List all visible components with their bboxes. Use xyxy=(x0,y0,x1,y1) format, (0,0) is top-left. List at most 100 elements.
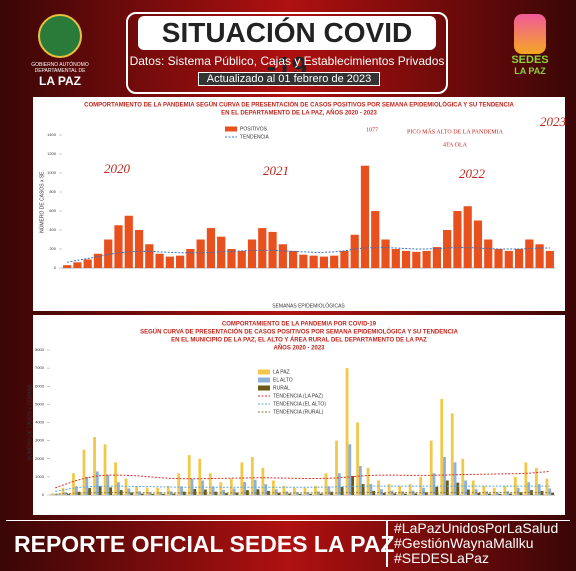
bar xyxy=(288,250,298,268)
bar xyxy=(356,422,359,495)
bar xyxy=(516,487,520,495)
bar xyxy=(53,494,57,495)
bar xyxy=(114,225,123,268)
divider xyxy=(386,521,388,567)
bar xyxy=(277,492,281,495)
bar xyxy=(551,492,554,495)
bar xyxy=(264,484,268,495)
bar xyxy=(145,487,149,495)
bar xyxy=(295,492,299,495)
bar xyxy=(187,455,191,495)
bar xyxy=(237,250,246,268)
bar xyxy=(327,486,331,495)
legend-swatch xyxy=(225,126,237,132)
bar xyxy=(235,492,239,495)
bar xyxy=(351,475,355,495)
bar xyxy=(330,491,334,495)
bar xyxy=(412,251,421,268)
bar xyxy=(180,486,183,495)
annotation: 2022 xyxy=(459,166,486,181)
bar xyxy=(240,462,244,495)
bar xyxy=(506,491,510,495)
bar xyxy=(288,493,291,495)
bar xyxy=(398,485,402,495)
hashtag: #LaPazUnidosPorLaSalud xyxy=(394,520,559,536)
chart-subtitle: EN EL MUNICIPIO DE LA PAZ, EL ALTO Y ÁRE… xyxy=(171,337,427,344)
left-logo: GOBIERNO AUTÓNOMO DEPARTAMENTAL DE LA PA… xyxy=(20,14,100,94)
y-tick-label: 600 xyxy=(49,208,56,213)
bar xyxy=(193,489,197,495)
bar xyxy=(278,244,287,268)
bar xyxy=(298,493,302,495)
bar xyxy=(422,250,431,268)
bar xyxy=(393,493,397,495)
bar xyxy=(314,485,317,495)
legend-swatch xyxy=(258,377,270,383)
hashtags: #LaPazUnidosPorLaSalud #GestiónWaynaMall… xyxy=(394,521,558,566)
y-tick-label: 1000 xyxy=(47,170,57,175)
bar xyxy=(93,437,96,495)
y-tick-label: 800 xyxy=(49,189,56,194)
legend-label: TENDENCIA (EL ALTO) xyxy=(273,401,326,407)
bar xyxy=(453,211,462,268)
bar xyxy=(484,239,493,268)
bar xyxy=(85,476,89,495)
bar xyxy=(535,467,538,495)
panel xyxy=(33,97,565,311)
bar xyxy=(247,239,257,268)
bar xyxy=(282,485,286,495)
bar xyxy=(211,486,215,495)
trend-line xyxy=(55,470,550,489)
annotation: PICO MÁS ALTO DE LA PANDEMIA xyxy=(407,127,504,135)
logo-text: GOBIERNO AUTÓNOMO DEPARTAMENTAL DE xyxy=(31,62,89,74)
bar xyxy=(77,491,81,495)
y-tick-label: 2000 xyxy=(35,456,45,461)
bar xyxy=(177,473,181,495)
bar xyxy=(445,480,449,495)
bar xyxy=(485,491,489,495)
bar xyxy=(382,492,386,495)
bar xyxy=(527,482,531,495)
y-tick-label: 1400 xyxy=(47,132,57,137)
bar xyxy=(348,444,352,495)
bar xyxy=(435,486,439,495)
bar xyxy=(473,220,483,268)
bar xyxy=(148,492,152,495)
bar xyxy=(83,259,92,268)
legend-label: TENDENCIA xyxy=(240,134,270,140)
annotation: 2021 xyxy=(263,163,289,178)
legend-label: TENDENCIA (RURAL) xyxy=(273,409,324,415)
bar xyxy=(93,253,103,268)
bar xyxy=(471,480,475,495)
bar xyxy=(165,256,174,268)
bar xyxy=(243,481,247,495)
bar xyxy=(224,493,228,495)
bar xyxy=(51,493,54,495)
bar xyxy=(319,493,323,495)
bar xyxy=(403,493,407,495)
bar xyxy=(82,449,86,495)
bar xyxy=(377,480,381,495)
bar xyxy=(548,488,552,495)
bar xyxy=(119,490,123,495)
y-tick-label: 7000 xyxy=(35,365,45,370)
bar xyxy=(337,473,341,495)
bar xyxy=(369,484,373,495)
bar xyxy=(166,485,170,495)
bar xyxy=(172,493,176,495)
legend-label: TENDENCIA (LA PAZ) xyxy=(273,393,323,399)
bar xyxy=(330,255,339,268)
bar xyxy=(537,484,541,495)
bar xyxy=(360,165,370,268)
bar xyxy=(525,239,534,268)
bar xyxy=(545,478,549,495)
bar xyxy=(214,491,218,495)
bar xyxy=(380,489,383,495)
y-tick-label: 6000 xyxy=(35,383,45,388)
bar xyxy=(381,239,390,268)
chart-subtitle: EN EL DEPARTAMENTO DE LA PAZ, AÑOS 2020 … xyxy=(221,110,377,117)
header-box: SITUACIÓN COVID -19 Datos: Sistema Públi… xyxy=(126,12,448,94)
y-axis-label: NÚMERO DE CASOS x SEMANA xyxy=(26,384,33,461)
bar xyxy=(134,230,144,268)
